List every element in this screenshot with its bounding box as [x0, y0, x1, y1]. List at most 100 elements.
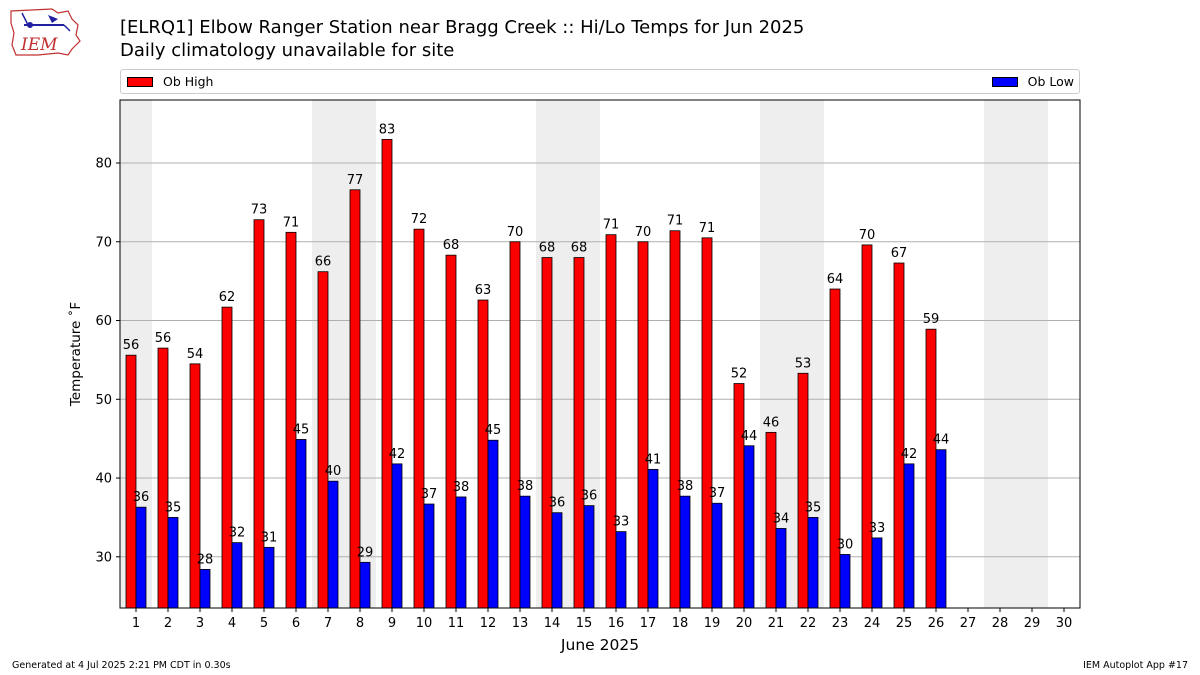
low-bar	[423, 503, 435, 609]
low-bar	[935, 449, 947, 609]
low-bar-label: 35	[165, 500, 182, 515]
high-bar-label: 70	[507, 225, 524, 240]
x-tick-label: 6	[292, 616, 300, 631]
low-bar	[839, 554, 851, 609]
x-tick-label: 10	[416, 616, 433, 631]
low-bar	[743, 445, 755, 609]
low-bar-label: 31	[261, 530, 278, 545]
x-tick-label: 3	[196, 616, 204, 631]
x-tick-label: 24	[864, 616, 881, 631]
low-bar-label: 38	[453, 480, 470, 495]
low-bar	[615, 531, 627, 609]
legend-label-low: Ob Low	[1027, 74, 1074, 89]
high-bar-label: 56	[155, 331, 172, 346]
low-bar	[519, 495, 531, 609]
y-tick-label: 30	[95, 550, 112, 565]
legend: Ob High Ob Low	[120, 69, 1080, 94]
low-bar	[135, 506, 147, 609]
high-bar	[381, 138, 393, 609]
high-bar	[509, 241, 521, 609]
high-bar	[189, 363, 201, 609]
x-tick-label: 22	[800, 616, 817, 631]
chart-subtitle: Daily climatology unavailable for site	[120, 40, 455, 61]
weekend-shade	[984, 100, 1016, 608]
high-bar-label: 77	[347, 173, 364, 188]
low-bar	[167, 517, 179, 609]
y-axis-label: Temperature ˚F	[67, 302, 84, 407]
weekend-shade	[1016, 100, 1048, 608]
legend-label-high: Ob High	[163, 74, 214, 89]
y-tick-label: 50	[95, 393, 112, 408]
high-bar-label: 54	[187, 347, 204, 362]
logo-text: IEM	[20, 35, 58, 55]
high-bar-label: 71	[667, 214, 684, 229]
x-tick-label: 20	[736, 616, 753, 631]
low-bar-label: 45	[485, 423, 502, 438]
high-bar	[701, 237, 713, 609]
low-bar-label: 37	[421, 487, 438, 502]
low-bar	[871, 537, 883, 609]
high-bar-label: 72	[411, 212, 428, 227]
high-bar-label: 70	[635, 225, 652, 240]
x-tick-label: 7	[324, 616, 332, 631]
x-tick-label: 4	[228, 616, 236, 631]
x-tick-label: 16	[608, 616, 625, 631]
low-bar-label: 29	[357, 545, 374, 560]
high-bar-label: 71	[603, 218, 620, 233]
high-bar-label: 67	[891, 246, 908, 261]
low-bar-label: 36	[581, 489, 598, 504]
low-bar-label: 33	[869, 521, 886, 536]
x-tick-label: 11	[448, 616, 465, 631]
low-bar-label: 45	[293, 422, 310, 437]
x-tick-label: 17	[640, 616, 657, 631]
high-bar	[285, 231, 297, 609]
x-tick-label: 9	[388, 616, 396, 631]
high-bar	[541, 257, 553, 609]
low-bar-label: 36	[549, 496, 566, 511]
high-bar-label: 83	[379, 122, 396, 137]
chart-title: [ELRQ1] Elbow Ranger Station near Bragg …	[120, 17, 805, 38]
high-bar	[253, 219, 265, 609]
high-bar-label: 71	[699, 221, 716, 236]
low-bar-label: 34	[773, 511, 790, 526]
low-bar	[551, 512, 563, 609]
legend-item-low: Ob Low	[991, 74, 1074, 89]
low-bar-label: 30	[837, 537, 854, 552]
low-bar	[487, 439, 499, 609]
high-bar	[477, 299, 489, 609]
low-bar	[231, 542, 243, 609]
x-tick-label: 29	[1024, 616, 1041, 631]
high-bar	[413, 228, 425, 609]
low-bar	[359, 561, 371, 609]
high-bar	[669, 230, 681, 609]
high-bar-label: 59	[923, 312, 940, 327]
high-bar	[637, 241, 649, 609]
high-bar	[125, 354, 137, 609]
high-bar-label: 53	[795, 356, 812, 371]
low-bar-label: 37	[709, 486, 726, 501]
high-bar-label: 71	[283, 215, 300, 230]
x-tick-label: 21	[768, 616, 785, 631]
low-bar-label: 38	[677, 479, 694, 494]
low-bar-label: 44	[741, 429, 758, 444]
high-bar-label: 52	[731, 367, 748, 382]
x-tick-label: 14	[544, 616, 561, 631]
iem-logo: IEM	[8, 5, 82, 59]
x-tick-label: 5	[260, 616, 268, 631]
legend-swatch-high	[127, 76, 153, 87]
x-tick-label: 25	[896, 616, 913, 631]
high-bar	[797, 372, 809, 609]
low-bar	[775, 528, 787, 609]
low-bar	[327, 480, 339, 609]
low-bar-label: 42	[901, 447, 918, 462]
low-bar	[391, 463, 403, 609]
low-bar	[455, 496, 467, 609]
x-tick-label: 2	[164, 616, 172, 631]
x-tick-label: 18	[672, 616, 689, 631]
x-tick-label: 12	[480, 616, 497, 631]
high-bar	[893, 262, 905, 609]
high-bar-label: 46	[763, 415, 780, 430]
high-bar	[925, 328, 937, 609]
x-axis-label: June 2025	[560, 636, 639, 654]
high-bar	[445, 254, 457, 609]
